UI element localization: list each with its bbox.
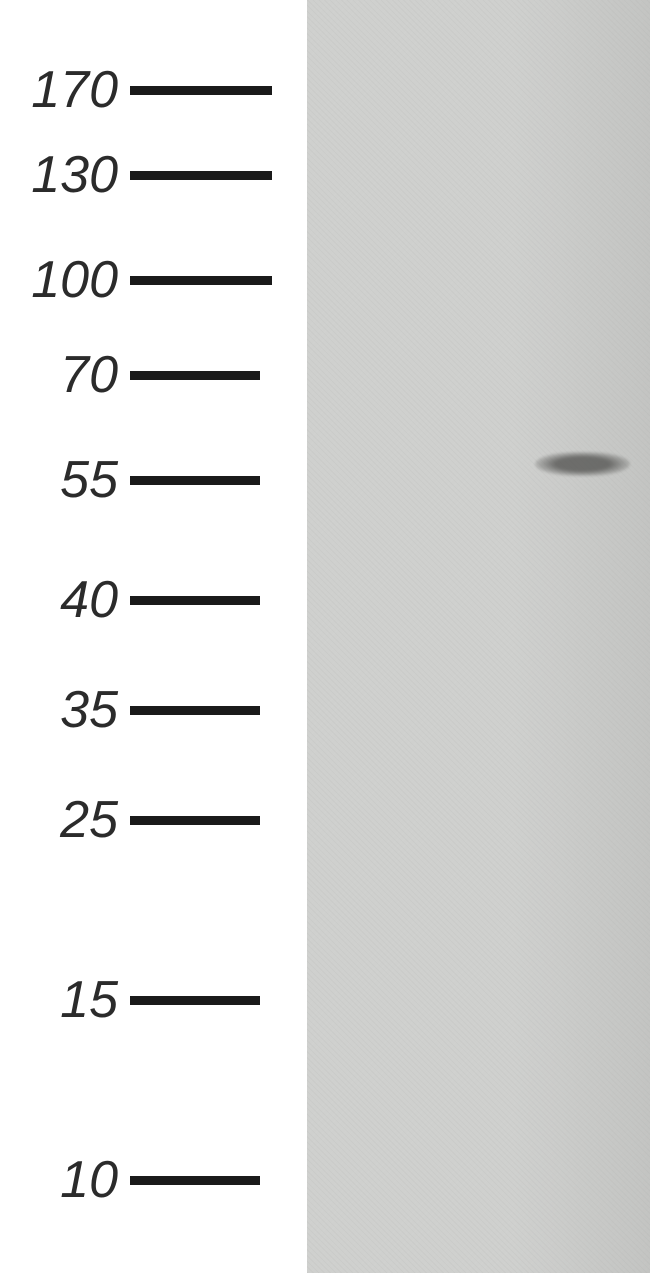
marker-tick bbox=[130, 276, 272, 285]
marker-row: 15 bbox=[0, 974, 300, 1026]
marker-tick bbox=[130, 171, 272, 180]
marker-label: 10 bbox=[0, 1154, 130, 1206]
marker-label: 25 bbox=[0, 794, 130, 846]
marker-row: 25 bbox=[0, 794, 300, 846]
marker-tick bbox=[130, 1176, 260, 1185]
marker-label: 170 bbox=[0, 64, 130, 116]
marker-row: 100 bbox=[0, 254, 300, 306]
marker-label: 40 bbox=[0, 574, 130, 626]
marker-row: 170 bbox=[0, 64, 300, 116]
marker-tick bbox=[130, 706, 260, 715]
molecular-weight-ladder: 170 130 100 70 55 40 35 25 15 10 bbox=[0, 0, 300, 1273]
membrane-texture bbox=[307, 0, 650, 1273]
marker-row: 70 bbox=[0, 349, 300, 401]
marker-tick bbox=[130, 816, 260, 825]
blot-membrane bbox=[307, 0, 650, 1273]
marker-row: 10 bbox=[0, 1154, 300, 1206]
marker-row: 35 bbox=[0, 684, 300, 736]
marker-tick bbox=[130, 996, 260, 1005]
marker-tick bbox=[130, 86, 272, 95]
marker-row: 55 bbox=[0, 454, 300, 506]
marker-label: 100 bbox=[0, 254, 130, 306]
marker-label: 35 bbox=[0, 684, 130, 736]
protein-band bbox=[535, 452, 630, 476]
marker-label: 55 bbox=[0, 454, 130, 506]
marker-row: 40 bbox=[0, 574, 300, 626]
western-blot-figure: 170 130 100 70 55 40 35 25 15 10 bbox=[0, 0, 650, 1273]
marker-label: 130 bbox=[0, 149, 130, 201]
marker-tick bbox=[130, 596, 260, 605]
marker-row: 130 bbox=[0, 149, 300, 201]
marker-label: 70 bbox=[0, 349, 130, 401]
marker-tick bbox=[130, 371, 260, 380]
marker-tick bbox=[130, 476, 260, 485]
marker-label: 15 bbox=[0, 974, 130, 1026]
